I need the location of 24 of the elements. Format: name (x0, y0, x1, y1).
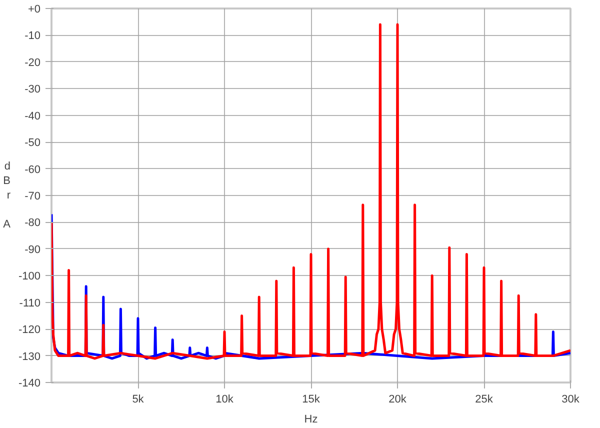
y-tick-label: -90 (24, 244, 41, 256)
y-tick-label: -70 (24, 190, 41, 202)
x-axis-title: Hz (304, 414, 318, 426)
y-tick-label: -40 (24, 110, 41, 122)
x-tick-label: 10k (216, 394, 234, 406)
y-tick-label: -20 (24, 56, 41, 69)
x-tick-label: 25k (475, 394, 494, 406)
y-tick-label: -80 (24, 217, 41, 230)
y-tick-label: -130 (18, 350, 41, 363)
x-tick-label: 30k (562, 394, 580, 406)
y-tick-label: -10 (24, 30, 41, 42)
y-tick-label: -60 (24, 164, 41, 176)
y-tick-label: -50 (24, 137, 41, 150)
y-tick-label: -110 (19, 297, 41, 310)
y-tick-label: -120 (18, 324, 41, 336)
line-series (52, 23, 570, 360)
x-tick-label: 5k (132, 394, 144, 406)
x-tick-label: 15k (302, 394, 320, 406)
y-tick-label: +0 (28, 4, 41, 16)
y-tick-label: -100 (18, 270, 41, 283)
y-tick-label: -140 (18, 378, 41, 390)
y-tick-label: -30 (24, 84, 41, 96)
x-tick-label: 20k (388, 394, 407, 406)
text: dBr A (3, 160, 10, 230)
